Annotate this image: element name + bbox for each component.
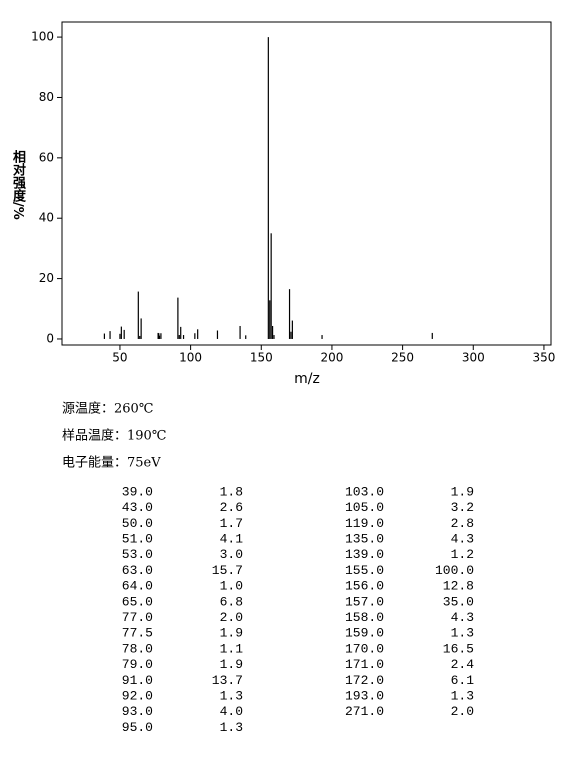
x-axis-label: m/z [294,371,320,387]
intensity-cell: 4.3 [451,610,474,625]
intensity-cell: 4.0 [220,704,243,719]
mz-cell: 50.0 [122,516,153,531]
condition: 样品温度：190℃ [62,428,166,444]
mz-cell: 79.0 [122,657,153,672]
intensity-cell: 13.7 [212,673,243,688]
intensity-cell: 1.9 [451,484,474,499]
mz-cell: 193.0 [345,689,384,704]
intensity-cell: 1.9 [220,626,243,641]
mz-cell: 159.0 [345,626,384,641]
y-tick-label: 0 [46,331,54,345]
intensity-cell: 3.0 [220,547,243,562]
intensity-cell: 2.4 [451,657,475,672]
y-axis-label: 相对强度/% [10,150,25,220]
mz-cell: 157.0 [345,594,384,609]
mz-cell: 43.0 [122,500,153,515]
intensity-cell: 6.8 [220,594,243,609]
intensity-cell: 1.0 [220,579,243,594]
mz-cell: 92.0 [122,689,153,704]
x-tick-label: 350 [532,351,555,365]
mz-cell: 156.0 [345,579,384,594]
intensity-cell: 35.0 [443,594,474,609]
y-tick-label: 60 [39,150,54,164]
mz-cell: 119.0 [345,516,384,531]
mz-cell: 91.0 [122,673,153,688]
mz-cell: 135.0 [345,532,384,547]
intensity-cell: 1.8 [220,484,243,499]
x-tick-label: 150 [250,351,273,365]
intensity-cell: 1.7 [220,516,243,531]
mz-cell: 64.0 [122,579,153,594]
intensity-cell: 1.2 [451,547,474,562]
intensity-cell: 2.6 [220,500,243,515]
intensity-cell: 1.9 [220,657,243,672]
mz-cell: 77.5 [122,626,153,641]
mz-cell: 139.0 [345,547,384,562]
intensity-cell: 4.3 [451,532,474,547]
intensity-cell: 2.8 [451,516,474,531]
mz-cell: 93.0 [122,704,153,719]
mz-cell: 39.0 [122,484,153,499]
intensity-cell: 6.1 [451,673,475,688]
intensity-cell: 3.2 [451,500,474,515]
mz-cell: 271.0 [345,704,384,719]
intensity-cell: 1.3 [451,689,474,704]
intensity-cell: 16.5 [443,641,474,656]
mz-cell: 105.0 [345,500,384,515]
condition: 源温度：260℃ [62,401,153,417]
mz-cell: 51.0 [122,532,153,547]
intensity-cell: 1.1 [220,641,244,656]
x-tick-label: 50 [112,351,127,365]
intensity-cell: 1.3 [220,720,243,735]
intensity-cell: 1.3 [220,689,243,704]
mz-cell: 172.0 [345,673,384,688]
intensity-cell: 2.0 [451,704,474,719]
intensity-cell: 1.3 [451,626,474,641]
mz-cell: 63.0 [122,563,153,578]
mz-cell: 103.0 [345,484,384,499]
mz-cell: 77.0 [122,610,153,625]
x-tick-label: 100 [179,351,202,365]
mz-cell: 53.0 [122,547,153,562]
x-tick-label: 300 [462,351,485,365]
y-tick-label: 40 [39,211,54,225]
intensity-cell: 100.0 [435,563,474,578]
plot-frame [61,21,552,346]
y-tick-label: 100 [31,30,54,44]
intensity-cell: 15.7 [212,563,243,578]
mz-cell: 65.0 [122,594,153,609]
intensity-cell: 2.0 [220,610,243,625]
x-tick-label: 250 [391,351,414,365]
mz-cell: 171.0 [345,657,384,672]
intensity-cell: 4.1 [220,532,244,547]
mz-cell: 158.0 [345,610,384,625]
intensity-cell: 12.8 [443,579,474,594]
y-tick-label: 80 [39,90,54,104]
mz-cell: 95.0 [122,720,153,735]
mz-cell: 155.0 [345,563,384,578]
condition: 电子能量：75eV [62,456,161,471]
x-tick-label: 200 [320,351,343,365]
mz-cell: 78.0 [122,641,153,656]
mz-cell: 170.0 [345,641,384,656]
y-tick-label: 20 [39,271,54,285]
